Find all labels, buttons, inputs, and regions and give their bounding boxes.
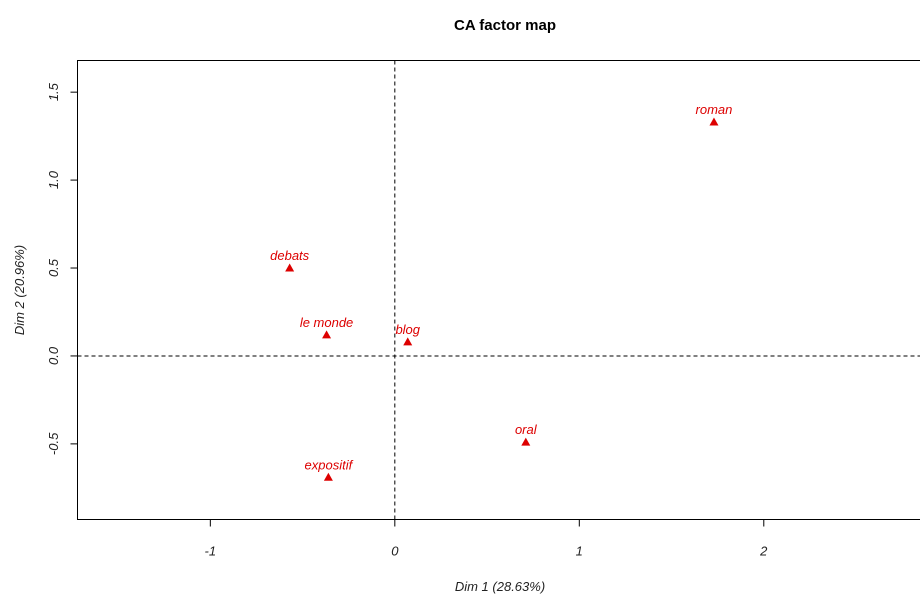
x-tick-label: 0 [391,544,399,559]
point-label: oral [515,422,538,437]
y-tick-label: 1.5 [46,82,61,101]
point-marker [709,117,719,126]
x-tick-label: 2 [759,544,768,559]
point-label: roman [696,102,733,117]
x-tick-label: -1 [205,544,217,559]
point-marker [521,437,531,446]
y-tick-label: 0.0 [46,346,61,365]
y-tick-label: -0.5 [46,432,61,455]
x-axis-label: Dim 1 (28.63%) [455,579,545,594]
point-marker [285,263,295,272]
point-marker [322,330,332,339]
plot-frame [77,60,920,520]
point-label: debats [270,248,310,263]
y-axis-label: Dim 2 (20.96%) [12,245,27,335]
data-points: roman debats le monde blog oral expositif [270,102,732,481]
point-marker [403,337,413,346]
point-marker [323,472,333,481]
x-axis: -10123 [205,519,768,559]
reference-lines [77,60,920,520]
chart-title: CA factor map [454,17,556,34]
y-axis: -0.5 0.0 0.5 1.0 1.5 [46,82,78,455]
x-tick-label: 1 [576,544,583,559]
y-tick-label: 1.0 [46,170,61,189]
point-label: blog [395,322,420,337]
point-label: expositif [305,457,354,472]
y-tick-label: 0.5 [46,258,61,277]
point-label: le monde [300,315,353,330]
